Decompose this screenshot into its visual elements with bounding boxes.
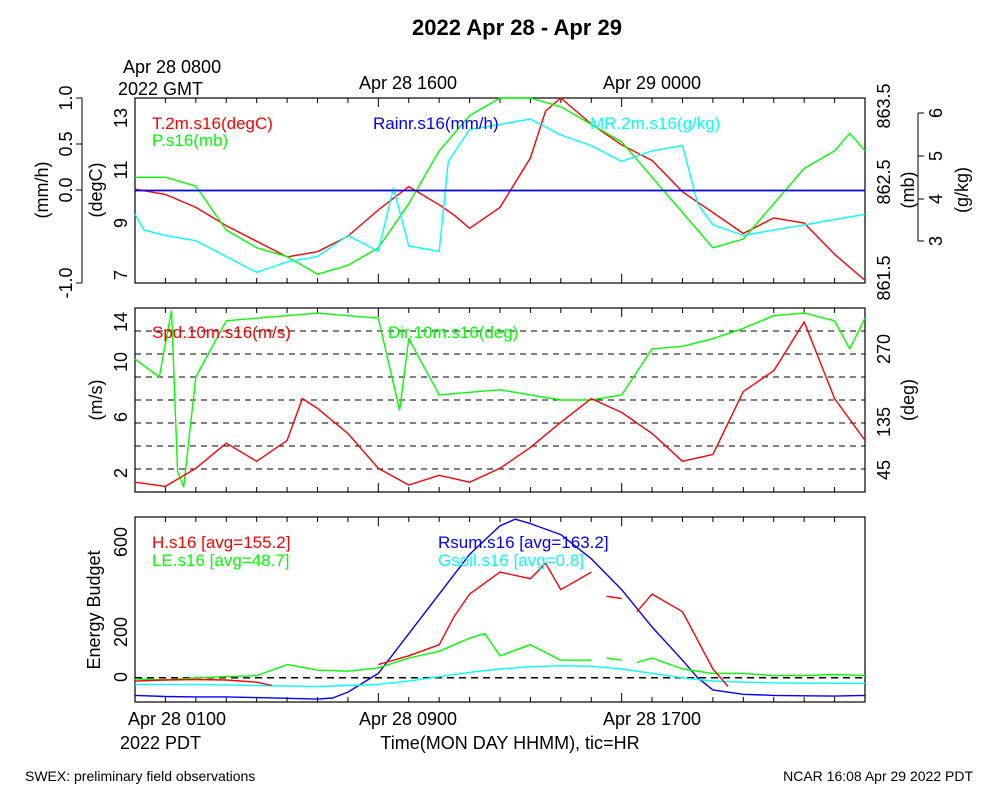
series-line-gsoil-s16-avg-0-8 [135,665,865,688]
temp-tick-3: 11 [111,161,131,180]
series-line-le-s16-avg-48-7 [134,633,592,681]
rain-tick-1: -1.0 [56,267,76,298]
legend-mixing-ratio: MR.2m.s16(g/kg) [590,114,720,133]
series-line-h-s16-avg-155-2 [636,593,729,688]
series-line-h-s16-avg-155-2 [134,678,273,687]
panel-3-axes: 0 200 600 Energy Budget [84,527,131,682]
direction-axis-label: (deg) [898,379,918,421]
direction-tick-3: 270 [874,334,894,364]
bottom-axis-label-2: Apr 28 0900 [359,709,457,729]
rain-tick-3: 0.5 [56,131,76,156]
top-axis-label-1: Apr 28 0800 [123,57,221,77]
temp-tick-4: 13 [111,108,131,128]
x-axis-title: Time(MON DAY HHMM), tic=HR [380,733,639,753]
rain-axis-label: (mm/h) [32,162,52,219]
top-axis-label-3: Apr 29 0000 [603,73,701,93]
series-line-mr-2m-s16-g-kg [134,118,866,274]
speed-axis-label: (m/s) [86,380,106,421]
mixing-tick-3: 5 [926,151,946,161]
legend-wind-speed: Spd.10m.s16(m/s) [152,323,291,342]
pressure-tick-1: 861.5 [874,255,894,300]
speed-tick-2: 6 [111,412,131,422]
series-line-h-s16-avg-155-2 [606,595,622,600]
temp-axis-label: (degC) [86,162,106,217]
legend-latent-heat: LE.s16 [avg=48.7] [152,551,290,570]
energy-tick-3: 600 [111,527,131,557]
top-axis-sublabel: 2022 GMT [118,79,203,99]
series-line-le-s16-avg-48-7 [636,657,866,677]
series-line-dir-10m-s16-deg [134,309,866,488]
series-line-rsum-s16-avg-163-2 [134,518,866,700]
pressure-tick-2: 862.5 [874,159,894,204]
mixing-axis-label: (g/kg) [952,167,972,213]
panel-1-axes: -1.0 0.0 0.5 1.0 (mm/h) 7 9 11 13 (degC)… [32,83,972,300]
grid-layer [134,98,866,702]
energy-axis-label: Energy Budget [84,550,104,669]
pressure-tick-3: 863.5 [874,83,894,128]
legend-sensible-heat: H.s16 [avg=155.2] [152,533,290,552]
direction-tick-1: 45 [874,460,894,480]
series-line-le-s16-avg-48-7 [606,657,622,661]
temp-tick-1: 7 [111,270,131,280]
mixing-tick-2: 4 [926,194,946,204]
mixing-tick-1: 3 [926,236,946,246]
legend-wind-direction: Dir.10m.s16(deg) [388,323,518,342]
series-line-h-s16-avg-155-2 [378,562,592,666]
speed-tick-1: 2 [111,468,131,478]
bottom-axis-label-3: Apr 28 1700 [603,709,701,729]
mixing-tick-4: 6 [926,108,946,118]
series-line-spd-10m-s16-m-s [134,321,866,488]
bottom-axis-label-1: Apr 28 0100 [128,709,226,729]
legend-net-radiation: Rsum.s16 [avg=163.2] [438,533,609,552]
energy-tick-2: 200 [111,617,131,647]
series-line-t-2m-s16-degc [134,97,866,281]
series-layer [134,97,866,700]
footer-right: NCAR 16:08 Apr 29 2022 PDT [783,768,973,784]
bottom-axis-sublabel: 2022 PDT [120,733,201,753]
rain-tick-2: 0.0 [56,177,76,202]
panel-2-axes: 2 6 10 14 (m/s) 45 135 270 (deg) [86,312,918,480]
energy-tick-1: 0 [111,672,131,682]
top-axis-label-2: Apr 28 1600 [359,73,457,93]
pressure-axis-label: (mb) [898,172,918,209]
legend-rain: Rainr.s16(mm/h) [373,114,499,133]
legend-pressure: P.s16(mb) [152,131,228,150]
legend-temperature: T.2m.s16(degC) [152,114,273,133]
series-line-p-s16-mb [135,97,866,275]
speed-tick-3: 10 [111,352,131,372]
rain-tick-4: 1.0 [56,85,76,110]
temp-tick-2: 9 [111,218,131,228]
direction-tick-2: 135 [874,407,894,437]
legend-soil-heat: Gsoil.s16 [avg=0.8] [438,551,584,570]
chart-title: 2022 Apr 28 - Apr 29 [412,15,622,40]
footer-left: SWEX: preliminary field observations [25,768,255,784]
speed-tick-4: 14 [111,312,131,332]
